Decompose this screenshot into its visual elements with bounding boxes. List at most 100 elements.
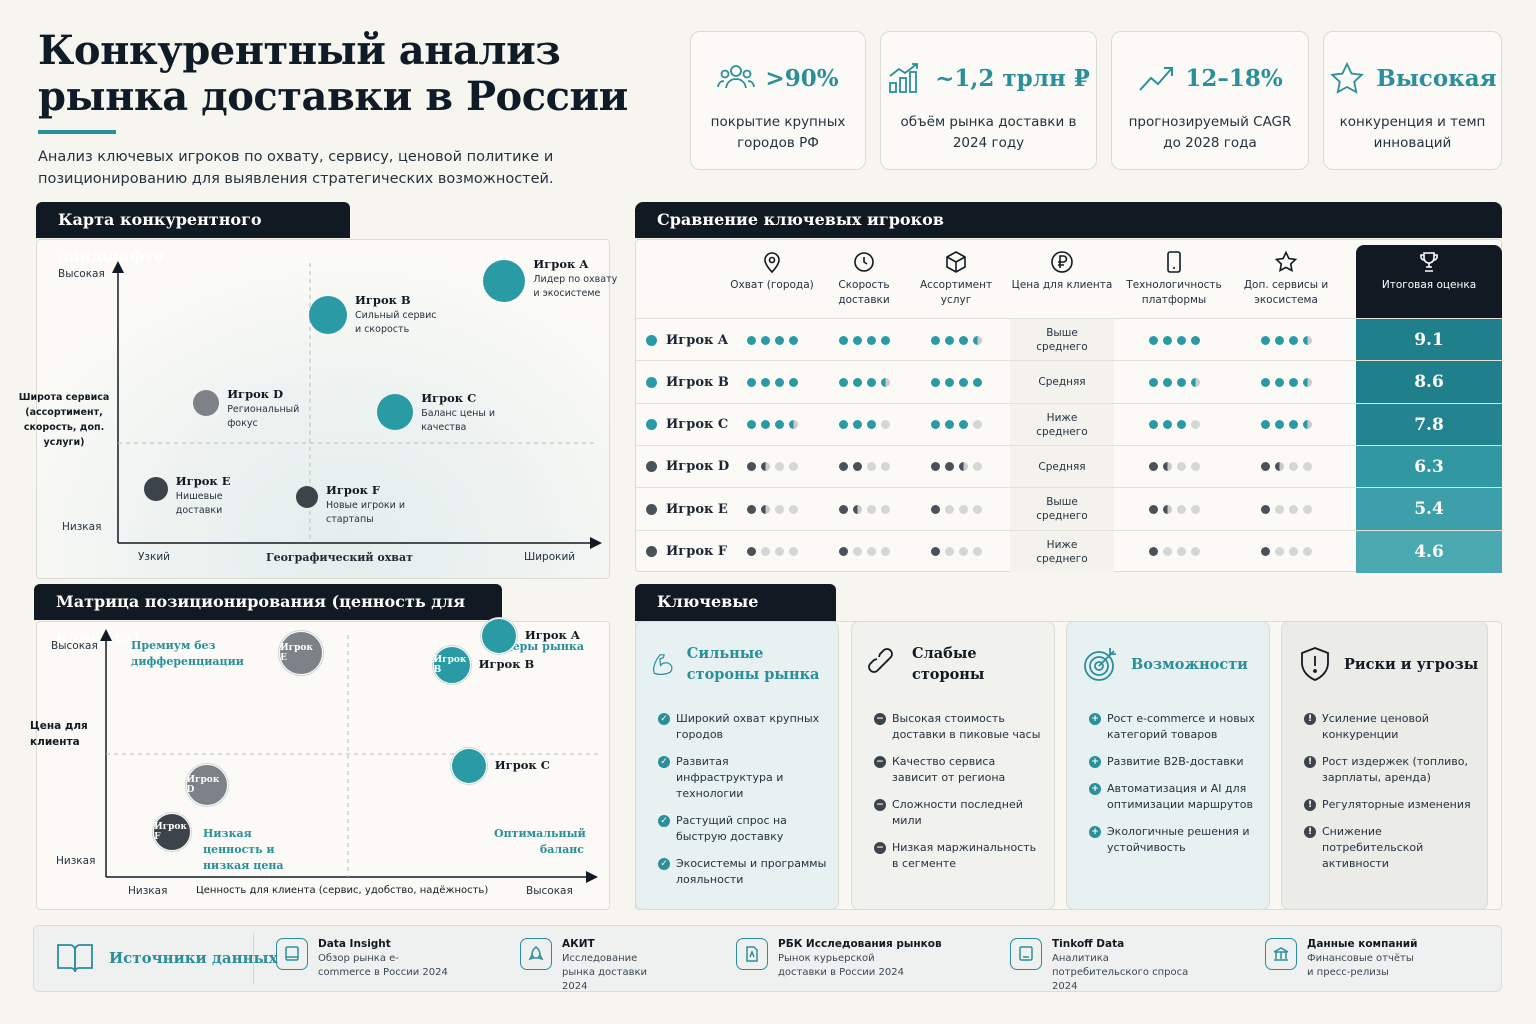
rating-dot <box>1260 462 1270 472</box>
rating-dot <box>866 504 876 514</box>
tablet-icon <box>276 938 308 970</box>
source-item: РБК Исследования рынков Рынок курьерской … <box>736 938 942 980</box>
rating-dot <box>760 462 770 472</box>
player-bubble: Игрок E <box>279 631 324 675</box>
rating-dot <box>1190 335 1200 345</box>
insights-title: Ключевые инсайты <box>635 584 836 647</box>
rating-dot <box>1274 377 1284 387</box>
bullet-icon: ! <box>1304 799 1316 811</box>
rating-dots <box>746 547 798 556</box>
insight-item: ✓ Развитая инфраструктура и технологии <box>658 754 828 802</box>
insight-text: Развитие B2B-доставки <box>1107 755 1244 768</box>
rating-dot <box>1260 504 1270 514</box>
player-name-cell: Игрок D <box>646 446 736 488</box>
table-row: Игрок F Ниже среднего 4.6 <box>636 529 1502 573</box>
rating-dot <box>1162 504 1172 514</box>
matrix-x-low: Низкая <box>128 885 168 897</box>
landscape-x-high: Широкий <box>524 551 576 563</box>
rating-dot <box>1148 377 1158 387</box>
building-icon <box>1265 938 1297 970</box>
insight-item: − Низкая маржинальность в сегменте <box>874 840 1044 872</box>
bar-growth-icon <box>889 63 919 93</box>
rating-dot <box>1288 335 1298 345</box>
player-bubble: Игрок F <box>153 812 192 851</box>
rating-dots <box>746 504 798 514</box>
bullet-icon: − <box>874 799 886 811</box>
insight-item: ! Регуляторные изменения <box>1304 797 1477 813</box>
player-name-cell: Игрок C <box>646 404 736 446</box>
rating-dot <box>972 420 982 430</box>
matrix-x-high: Высокая <box>526 885 573 897</box>
score-cell: 5.4 <box>1356 488 1502 531</box>
rating-dot <box>746 504 756 514</box>
rating-dot <box>866 420 876 430</box>
rating-dot <box>838 547 848 556</box>
insight-card-opportunities: Возможности + Рост e-commerce и новых кат… <box>1066 621 1270 910</box>
rating-dots <box>838 335 890 345</box>
book-icon <box>57 944 93 973</box>
rating-cell <box>1118 404 1230 446</box>
landscape-x-label: Географический охват <box>266 551 413 564</box>
rating-dot <box>838 420 848 430</box>
rating-dot <box>1162 547 1172 556</box>
player-label: Игрок B <box>355 292 411 307</box>
player-description: Нишевые доставки <box>175 490 223 516</box>
rating-dot <box>1176 504 1186 514</box>
rating-dot <box>1288 462 1298 472</box>
kpi-value: ~1,2 трлн ₽ <box>935 64 1090 92</box>
rating-dots <box>1148 462 1200 472</box>
target-icon <box>1084 648 1116 681</box>
score-cell: 4.6 <box>1356 530 1502 573</box>
rating-cell <box>1232 361 1340 403</box>
quadrant-top-left: Премиум без дифференциации <box>131 639 244 668</box>
rating-dot <box>880 335 890 345</box>
price-text: Ниже среднего <box>1036 411 1088 438</box>
rating-dots <box>930 335 982 345</box>
source-item: Данные компаний Финансовые отчёты и пресс… <box>1265 938 1417 980</box>
landscape-axes <box>112 261 602 549</box>
biceps-icon <box>653 654 673 676</box>
rating-dots <box>1260 377 1312 387</box>
insight-item: ! Снижение потребительской активности <box>1304 824 1477 872</box>
rating-dot <box>774 420 784 430</box>
quadrant-bottom-left: Низкая ценность и низкая цена <box>203 827 284 872</box>
rating-dot <box>1162 377 1172 387</box>
rating-dot <box>1176 462 1186 472</box>
rating-cell <box>1118 531 1230 573</box>
rating-dot <box>930 335 940 345</box>
rating-dot <box>880 420 890 430</box>
rating-dot <box>944 335 954 345</box>
player-dot <box>646 376 657 388</box>
rating-dot <box>866 547 876 556</box>
trend-up-icon <box>1139 67 1174 91</box>
rating-dot <box>788 504 798 514</box>
insight-text: Низкая маржинальность в сегменте <box>892 841 1037 870</box>
rating-dots <box>1148 420 1200 430</box>
player-name: Игрок E <box>666 501 728 517</box>
quadrant-bottom-right: Оптимальный баланс <box>494 827 586 856</box>
player-label: Игрок E <box>280 643 313 663</box>
rating-dot <box>838 377 848 387</box>
rating-dot <box>1274 462 1284 472</box>
rating-cell <box>726 531 818 573</box>
insight-text: Широкий охват крупных городов <box>676 712 820 741</box>
insight-list: + Рост e-commerce и новых категорий товар… <box>1067 711 1269 867</box>
insight-item: − Качество сервиса зависит от региона <box>874 754 1044 786</box>
insight-card-weaknesses: Слабые стороны − Высокая стоимость достав… <box>851 621 1055 910</box>
rating-dot <box>852 547 862 556</box>
kpi-label: конкуренция и темп инноваций <box>1339 114 1486 151</box>
landscape-x-low: Узкий <box>138 551 170 563</box>
rating-dot <box>930 420 940 430</box>
score-cell: 9.1 <box>1356 319 1502 361</box>
kpi-label: покрытие крупных городов РФ <box>710 114 846 151</box>
rating-dots <box>746 335 798 345</box>
bullet-icon: ✓ <box>658 858 670 870</box>
player-dot <box>646 334 657 346</box>
rating-dot <box>1176 377 1186 387</box>
rating-dot <box>760 377 770 387</box>
rating-dot <box>760 547 770 556</box>
document-icon <box>736 938 768 970</box>
rating-cell <box>726 319 818 361</box>
rating-dots <box>1148 377 1200 387</box>
matrix-y-label: Цена для клиента <box>30 720 88 748</box>
